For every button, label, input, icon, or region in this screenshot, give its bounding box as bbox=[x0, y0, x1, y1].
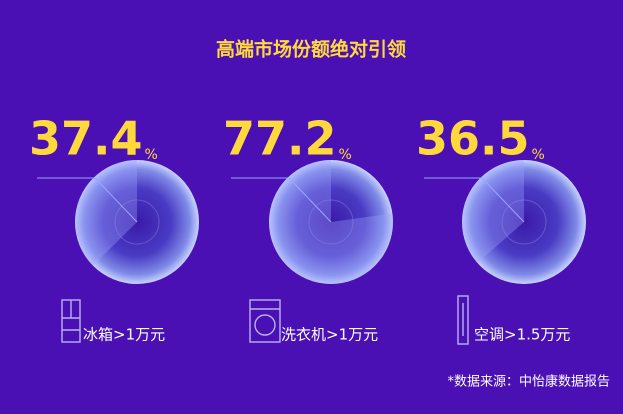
pointer-line bbox=[231, 177, 332, 223]
unit-label: % bbox=[532, 147, 545, 163]
pie-slice bbox=[462, 160, 524, 264]
category-label: 洗衣机>1万元 bbox=[281, 326, 378, 344]
pointer-line bbox=[37, 177, 138, 223]
washer-icon bbox=[249, 299, 281, 343]
unit-label: % bbox=[339, 147, 352, 163]
category-label: 空调>1.5万元 bbox=[474, 326, 570, 344]
icons bbox=[61, 295, 469, 345]
inner-ring bbox=[308, 199, 354, 245]
inner-ring bbox=[114, 199, 160, 245]
title: 高端市场份额绝对引领 bbox=[216, 38, 406, 61]
ac-icon bbox=[457, 295, 469, 345]
value-label: 37.4 bbox=[29, 112, 143, 166]
inner-ring bbox=[501, 199, 547, 245]
unit-label: % bbox=[145, 147, 158, 163]
category-label: 冰箱>1万元 bbox=[83, 326, 165, 344]
source: *数据来源：中怡康数据报告 bbox=[447, 374, 610, 390]
value-label: 77.2 bbox=[223, 112, 337, 166]
value-label: 36.5 bbox=[416, 112, 530, 166]
pointer-line bbox=[424, 177, 525, 223]
pie-slice bbox=[74, 160, 137, 266]
